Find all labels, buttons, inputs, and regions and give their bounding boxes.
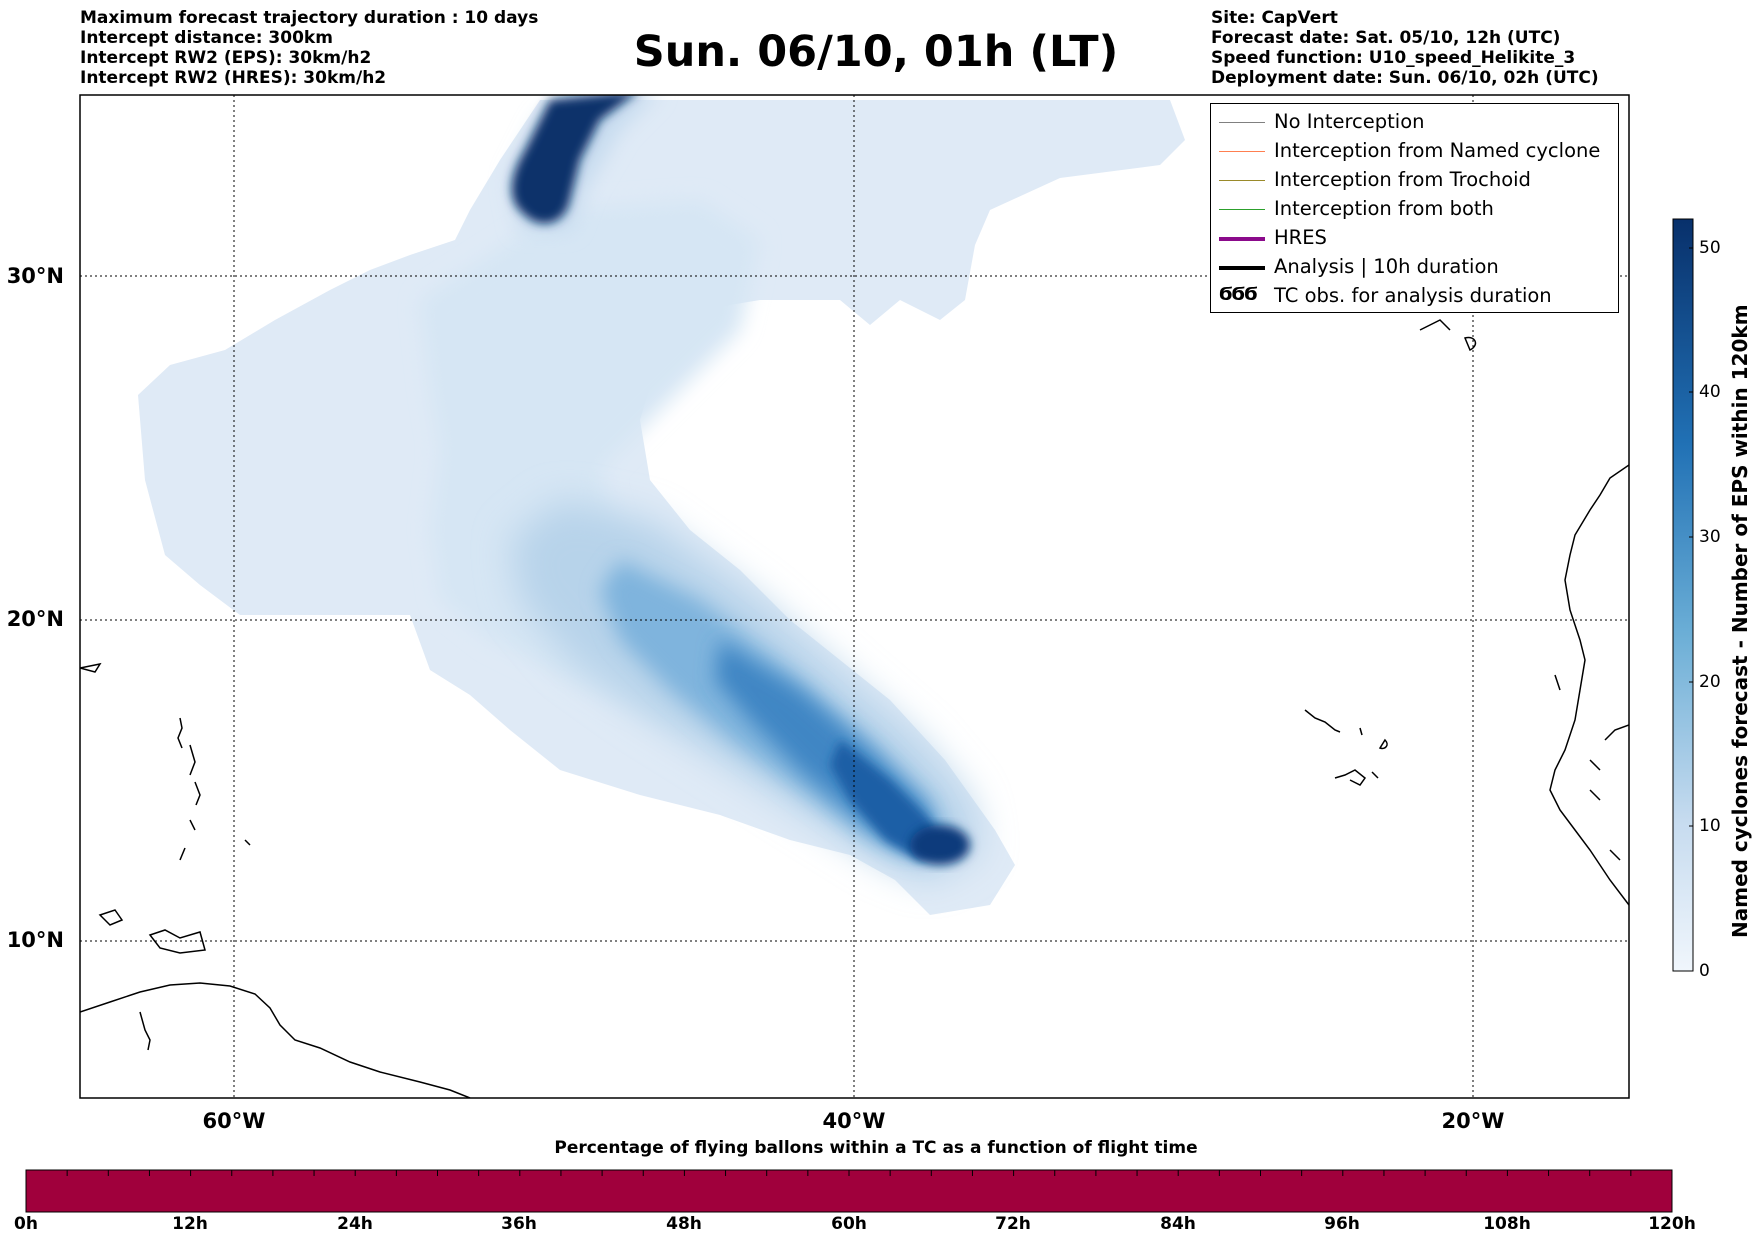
- eps-density-envelope: [138, 100, 1185, 915]
- legend-swatch: [1219, 122, 1265, 123]
- flight-time-bar: [25, 1169, 1673, 1213]
- flight-bar-tick-label: 72h: [995, 1214, 1031, 1234]
- legend: No Interception Interception from Named …: [1210, 103, 1619, 313]
- site-info: Site: CapVert Forecast date: Sat. 05/10,…: [1211, 8, 1599, 88]
- legend-label: No Interception: [1274, 110, 1425, 133]
- flight-bar-tick-label: 0h: [14, 1214, 38, 1234]
- legend-swatch: [1219, 151, 1265, 152]
- legend-label: Interception from Named cyclone: [1274, 139, 1601, 162]
- legend-label: TC obs. for analysis duration: [1274, 284, 1552, 307]
- legend-swatch: [1219, 266, 1265, 270]
- colorbar-gradient: [1672, 218, 1694, 972]
- legend-label: Analysis | 10h duration: [1274, 255, 1499, 278]
- legend-label: Interception from Trochoid: [1274, 168, 1531, 191]
- lat-label-20n: 20°N: [6, 607, 64, 631]
- forecast-info: Maximum forecast trajectory duration : 1…: [80, 8, 538, 88]
- legend-swatch: [1219, 209, 1265, 210]
- flight-bar-tick-label: 120h: [1648, 1214, 1696, 1234]
- flight-bar-tick-label: 48h: [666, 1214, 702, 1234]
- site-text: Site: CapVert: [1211, 8, 1338, 28]
- flight-bar-tick-label: 36h: [501, 1214, 537, 1234]
- flight-time-bar-ticks: [66, 1170, 1632, 1176]
- coastlines: [80, 299, 1629, 1098]
- lon-label-20w: 20°W: [1441, 1109, 1505, 1133]
- colorbar-tick-label: 30: [1699, 527, 1721, 547]
- flight-bar-tick-label: 24h: [337, 1214, 373, 1234]
- legend-item-named-cyclone: Interception from Named cyclone: [1211, 137, 1618, 166]
- flight-bar-tick-label: 60h: [831, 1214, 867, 1234]
- intercept-distance-text: Intercept distance: 300km: [80, 28, 333, 48]
- legend-swatch: [1219, 237, 1265, 241]
- colorbar-tick-label: 0: [1699, 961, 1710, 981]
- flight-bar-tick-label: 84h: [1160, 1214, 1196, 1234]
- intercept-eps-text: Intercept RW2 (EPS): 30km/h2: [80, 48, 372, 68]
- colorbar-tick-label: 50: [1699, 238, 1721, 258]
- lon-label-40w: 40°W: [822, 1109, 886, 1133]
- max-duration-text: Maximum forecast trajectory duration : 1…: [80, 8, 539, 28]
- cyclone-symbol-icon: ϬϬϬ: [1219, 284, 1258, 305]
- colorbar-tick-label: 10: [1699, 816, 1721, 836]
- eps-density-north: [510, 95, 655, 230]
- colorbar-ticks: [1689, 247, 1693, 972]
- lat-label-30n: 30°N: [6, 264, 64, 288]
- speed-function-text: Speed function: U10_speed_Helikite_3: [1211, 48, 1576, 68]
- legend-label: Interception from both: [1274, 197, 1494, 220]
- legend-item-tc-obs: ϬϬϬ TC obs. for analysis duration: [1211, 282, 1618, 311]
- page-title: Sun. 06/10, 01h (LT): [633, 27, 1119, 77]
- flight-bar-tick-label: 96h: [1324, 1214, 1360, 1234]
- colorbar-tick-label: 40: [1699, 382, 1721, 402]
- eps-density-track: [510, 500, 980, 880]
- colorbar-tick-label: 20: [1699, 672, 1721, 692]
- legend-item-no-interception: No Interception: [1211, 108, 1618, 137]
- legend-item-hres: HRES: [1211, 224, 1618, 253]
- legend-label: HRES: [1274, 226, 1327, 249]
- legend-item-both: Interception from both: [1211, 195, 1618, 224]
- legend-swatch: [1219, 180, 1265, 181]
- forecast-date-text: Forecast date: Sat. 05/10, 12h (UTC): [1211, 28, 1561, 48]
- deployment-date-text: Deployment date: Sun. 06/10, 02h (UTC): [1211, 68, 1599, 88]
- flight-bar-caption: Percentage of flying ballons within a TC…: [554, 1138, 1198, 1158]
- lat-label-10n: 10°N: [6, 928, 64, 952]
- flight-bar-tick-label: 108h: [1483, 1214, 1531, 1234]
- map-frame: [79, 94, 1630, 1099]
- intercept-hres-text: Intercept RW2 (HRES): 30km/h2: [80, 68, 387, 88]
- colorbar-title: Named cyclones forecast - Number of EPS …: [1728, 304, 1752, 938]
- legend-item-trochoid: Interception from Trochoid: [1211, 166, 1618, 195]
- flight-bar-tick-label: 12h: [172, 1214, 208, 1234]
- lon-label-60w: 60°W: [202, 1109, 266, 1133]
- legend-item-analysis: Analysis | 10h duration: [1211, 253, 1618, 282]
